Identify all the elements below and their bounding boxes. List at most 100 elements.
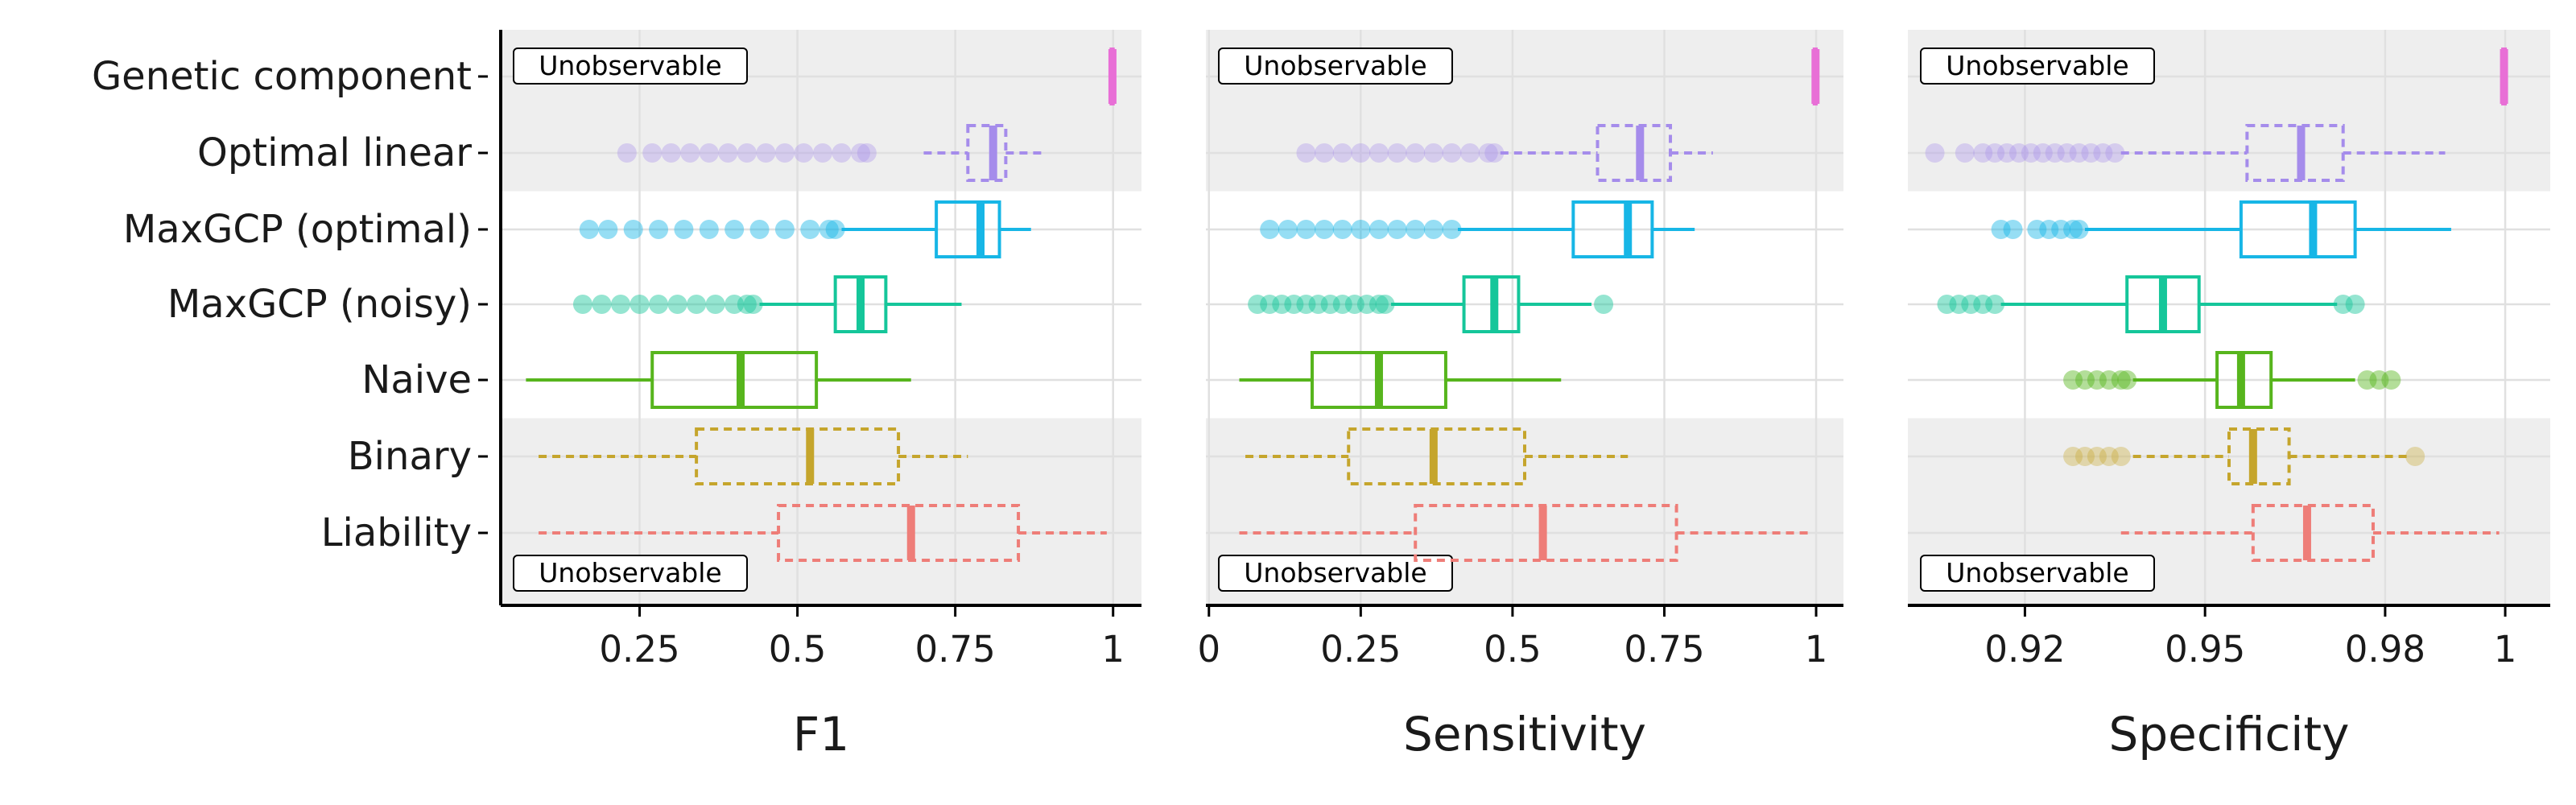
sensitivity-panel-maxgcp-optimal-outlier-4 — [1332, 220, 1352, 239]
f1-panel-maxgcp-noisy-outlier-0 — [572, 295, 592, 314]
specificity-panel-unobservable-label-top-box — [1920, 47, 2155, 85]
f1-panel-optimal-linear-outlier-6 — [737, 143, 757, 163]
sensitivity-panel-optimal-linear-outlier-1 — [1315, 143, 1335, 163]
specificity-panel-liability-box — [2251, 504, 2375, 562]
specificity-panel-optimal-linear-outlier-9 — [2057, 143, 2077, 163]
specificity-panel-naive-outlier-4 — [2111, 370, 2131, 390]
f1-panel-maxgcp-noisy-outlier-7 — [705, 295, 725, 314]
row-label-naive: Naive — [361, 357, 472, 402]
specificity-panel-maxgcp-noisy-outlier-6 — [2345, 295, 2365, 314]
row-label-genetic-component: Genetic component — [92, 54, 472, 99]
f1-panel-unobservable-label-top-box — [513, 47, 748, 85]
specificity-panel-unobservable-label-bottom-box — [1920, 555, 2155, 592]
specificity-panel-x-tick-label-0-98: 0.98 — [2345, 628, 2425, 671]
sensitivity-panel-x-tick-label-0-75: 0.75 — [1624, 628, 1704, 671]
sensitivity-panel-optimal-linear-outlier-2 — [1332, 143, 1352, 163]
f1-panel-maxgcp-noisy-outlier-10 — [743, 295, 763, 314]
specificity-panel-optimal-linear-box — [2245, 124, 2345, 182]
f1-panel-optimal-linear-outlier-13 — [857, 143, 877, 163]
f1-panel-maxgcp-noisy-outlier-8 — [724, 295, 745, 314]
specificity-panel-x-tick-label-1: 1 — [2494, 628, 2517, 671]
sensitivity-panel-optimal-linear-outlier-6 — [1406, 143, 1426, 163]
sensitivity-panel-maxgcp-noisy-outlier-2 — [1272, 295, 1292, 314]
f1-panel-maxgcp-optimal-outlier-0 — [579, 220, 599, 239]
f1-panel-x-tick-label-1: 1 — [1101, 628, 1125, 671]
specificity-panel-optimal-linear-outlier-12 — [2093, 143, 2113, 163]
f1-panel-x-tick-label-0-75: 0.75 — [915, 628, 996, 671]
sensitivity-panel-maxgcp-noisy-outlier-6 — [1320, 295, 1340, 314]
specificity-panel-binary-box — [2227, 427, 2291, 485]
f1-panel-maxgcp-optimal-outlier-5 — [699, 220, 719, 239]
specificity-panel-naive-outlier-6 — [2357, 370, 2377, 390]
specificity-panel-binary-outlier-3 — [2099, 447, 2119, 466]
specificity-panel-optimal-linear-outlier-2 — [1973, 143, 1993, 163]
sensitivity-panel-maxgcp-optimal-box — [1571, 200, 1654, 258]
sensitivity-panel-maxgcp-noisy-outlier-9 — [1356, 295, 1377, 314]
row-label-maxgcp-optimal: MaxGCP (optimal) — [123, 207, 472, 252]
f1-panel-naive-box — [650, 351, 819, 409]
specificity-panel-optimal-linear-outlier-0 — [1925, 143, 1945, 163]
f1-panel-x-tick-label-0-25: 0.25 — [599, 628, 679, 671]
sensitivity-panel-x-tick-label-1: 1 — [1805, 628, 1828, 671]
specificity-panel-maxgcp-optimal-outlier-5 — [2063, 220, 2083, 239]
row-label-binary: Binary — [348, 434, 472, 479]
sensitivity-panel-maxgcp-noisy-outlier-4 — [1296, 295, 1316, 314]
f1-panel-unobservable-label-top: Unobservable — [539, 50, 721, 81]
sensitivity-panel-optimal-linear-box — [1596, 124, 1673, 182]
specificity-panel-naive-outlier-8 — [2381, 370, 2401, 390]
f1-panel-optimal-linear-outlier-1 — [642, 143, 663, 163]
specificity-panel-naive-outlier-3 — [2099, 370, 2119, 390]
f1-panel-maxgcp-optimal-box — [935, 200, 1001, 258]
f1-panel-maxgcp-noisy-outlier-6 — [687, 295, 707, 314]
specificity-panel-maxgcp-optimal-outlier-4 — [2051, 220, 2071, 239]
specificity-panel-maxgcp-noisy-outlier-5 — [2333, 295, 2353, 314]
sensitivity-panel-x-tick-label-0: 0 — [1197, 628, 1220, 671]
f1-panel-binary-box — [695, 427, 901, 485]
specificity-panel-optimal-linear-outlier-3 — [1985, 143, 2005, 163]
specificity-panel-maxgcp-optimal-outlier-1 — [2003, 220, 2023, 239]
specificity-panel-unobservable-label-top: Unobservable — [1946, 50, 2128, 81]
specificity-panel-optimal-linear-outlier-8 — [2045, 143, 2065, 163]
specificity-panel-x-axis-title: Specificity — [2109, 707, 2350, 762]
f1-panel-unobservable-label-bottom-box — [513, 555, 748, 592]
f1-panel-optimal-linear-outlier-12 — [851, 143, 871, 163]
f1-panel-maxgcp-optimal-outlier-4 — [674, 220, 694, 239]
specificity-panel-optimal-linear-outlier-5 — [2008, 143, 2029, 163]
f1-panel-x-axis-title: F1 — [793, 707, 849, 762]
row-label-maxgcp-noisy: MaxGCP (noisy) — [167, 282, 472, 327]
specificity-panel-binary-outlier-5 — [2405, 447, 2425, 466]
sensitivity-panel-x-axis-title: Sensitivity — [1403, 707, 1646, 762]
sensitivity-panel-optimal-linear-outlier-7 — [1423, 143, 1443, 163]
sensitivity-panel-optimal-linear-outlier-0 — [1296, 143, 1316, 163]
sensitivity-panel-x-tick-label-0-25: 0.25 — [1320, 628, 1401, 671]
sensitivity-panel-unobservable-label-top-box — [1218, 47, 1453, 85]
sensitivity-panel-optimal-linear-outlier-11 — [1484, 143, 1505, 163]
specificity-panel-binary-outlier-0 — [2063, 447, 2083, 466]
sensitivity-panel-maxgcp-noisy-outlier-5 — [1308, 295, 1328, 314]
f1-panel-optimal-linear-outlier-7 — [756, 143, 776, 163]
sensitivity-panel-optimal-linear-outlier-4 — [1368, 143, 1389, 163]
f1-panel-maxgcp-noisy-outlier-4 — [649, 295, 669, 314]
sensitivity-panel-maxgcp-noisy-outlier-10 — [1368, 295, 1389, 314]
f1-panel-optimal-linear-outlier-10 — [812, 143, 832, 163]
sensitivity-panel-maxgcp-noisy-outlier-1 — [1260, 295, 1280, 314]
sensitivity-panel-maxgcp-optimal-outlier-5 — [1351, 220, 1371, 239]
specificity-panel-maxgcp-noisy-outlier-4 — [1985, 295, 2005, 314]
f1-panel-maxgcp-optimal-outlier-2 — [623, 220, 643, 239]
f1-panel-x-tick-label-0-5: 0.5 — [769, 628, 827, 671]
sensitivity-panel-maxgcp-noisy-outlier-7 — [1332, 295, 1352, 314]
f1-panel-maxgcp-noisy-outlier-1 — [592, 295, 612, 314]
f1-panel-optimal-linear-outlier-9 — [794, 143, 814, 163]
specificity-panel-maxgcp-optimal-outlier-0 — [1991, 220, 2011, 239]
sensitivity-panel-unobservable-label-top: Unobservable — [1244, 50, 1426, 81]
specificity-panel-maxgcp-noisy-outlier-3 — [1973, 295, 1993, 314]
f1-panel-maxgcp-noisy-outlier-9 — [737, 295, 757, 314]
f1-panel-maxgcp-optimal-outlier-10 — [819, 220, 839, 239]
specificity-panel-maxgcp-optimal-outlier-6 — [2069, 220, 2089, 239]
f1-panel-maxgcp-optimal-outlier-1 — [598, 220, 618, 239]
specificity-panel-binary-outlier-4 — [2111, 447, 2131, 466]
specificity-panel-x-tick-label-0-92: 0.92 — [1984, 628, 2065, 671]
f1-panel-liability-box — [777, 504, 1021, 562]
f1-panel-maxgcp-optimal-outlier-7 — [749, 220, 770, 239]
